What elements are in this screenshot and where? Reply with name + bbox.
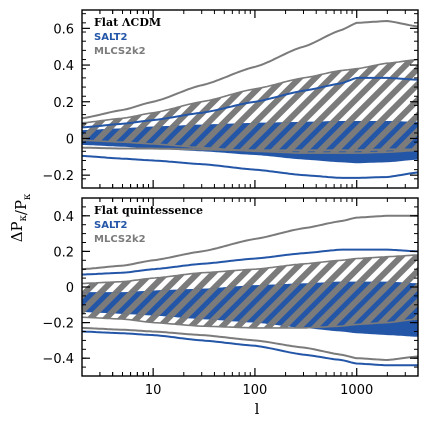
salt2-outer-lower-line	[82, 330, 418, 367]
y-tick-label: 0	[66, 281, 74, 296]
salt2-outer-lower-line	[82, 154, 418, 179]
y-tick-label: 0.2	[53, 245, 74, 260]
legend-entry-mlcs2k2: MLCS2k2	[94, 234, 146, 245]
y-tick-label: 0.2	[53, 96, 74, 111]
y-tick-label: 0	[66, 132, 74, 147]
y-tick-label: 0.4	[53, 210, 74, 225]
y-tick-label: −0.2	[42, 317, 74, 332]
mlcs2k2-outer-lower-line	[82, 326, 418, 362]
x-axis-label: l	[255, 400, 260, 418]
legend-entry-salt2: SALT2	[94, 220, 127, 231]
legend-title: Flat quintessence	[94, 204, 203, 217]
x-tick-label: 10	[145, 383, 162, 398]
mlcs2k2-inner-lower-line	[82, 316, 418, 329]
mlcs2k2-inner-upper-line	[82, 58, 418, 124]
overlap-band	[82, 121, 418, 154]
x-tick-label: 100	[243, 383, 268, 398]
mlcs2k2-outer-upper-line	[82, 214, 418, 271]
y-tick-label: 0.6	[53, 22, 74, 37]
y-tick-label: −0.4	[42, 352, 74, 367]
mlcs2k2-inner-upper-line	[82, 254, 418, 285]
legend-entry-salt2: SALT2	[94, 32, 127, 43]
salt2-outer-upper-line	[82, 76, 418, 129]
mlcs2k2-outer-upper-line	[82, 19, 418, 120]
y-tick-label: −0.2	[42, 169, 74, 184]
legend-entry-mlcs2k2: MLCS2k2	[94, 46, 146, 57]
mlcs2k2-inner-lower-line	[82, 139, 418, 154]
panel-flat-quintessence: −0.4 −0.2 0 0.2 0.4 10 100 1000 Flat quintessenc…	[42, 197, 419, 398]
y-axis-label: ΔPκ/Pκ	[8, 193, 33, 242]
panel-flat-lcdm: −0.2 0 0.2 0.4 0.6 Flat ΛCDM SALT2 MLCS2k2	[42, 9, 419, 189]
y-tick-label: 0.4	[53, 59, 74, 74]
legend-title: Flat ΛCDM	[94, 16, 161, 29]
x-tick-label: 1000	[340, 383, 373, 398]
salt2-outer-upper-line	[82, 248, 418, 276]
overlap-band	[82, 281, 418, 328]
